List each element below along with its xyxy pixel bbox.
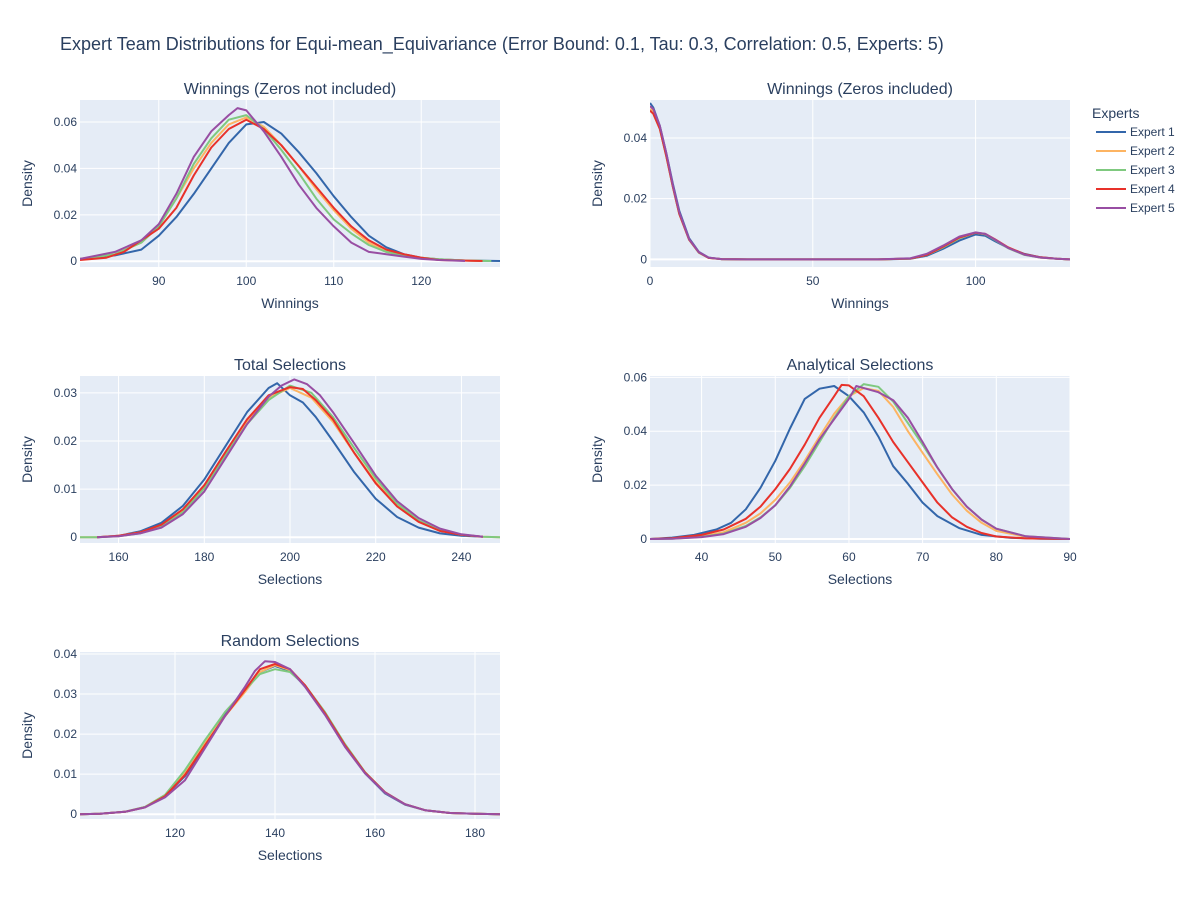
legend-item-expert-1[interactable]: Expert 1: [1096, 125, 1175, 139]
subplots: 90 100 110 120 0 0.02 0.04 0.06 Winnings (Zeros …: [19, 81, 1077, 863]
legend-label-expert-3: Expert 3: [1130, 163, 1175, 177]
y-tick-label: 0.06: [624, 370, 648, 384]
y-tick-label: 0.02: [624, 192, 648, 206]
x-tick-label: 160: [109, 550, 129, 564]
y-tick-label: 0: [70, 530, 77, 544]
series-line-expert-5: [80, 107, 466, 262]
y-tick-label: 0.01: [54, 767, 78, 781]
x-tick-label: 200: [280, 550, 300, 564]
legend-item-expert-5[interactable]: Expert 5: [1096, 201, 1175, 215]
x-tick-label: 120: [411, 274, 431, 288]
series-lines: [80, 107, 500, 262]
x-tick-label: 90: [152, 274, 166, 288]
x-tick-label: 50: [769, 550, 783, 564]
subplot-title: Analytical Selections: [787, 357, 934, 374]
figure-title: Expert Team Distributions for Equi-mean_…: [60, 34, 944, 55]
y-tick-label: 0.04: [54, 161, 78, 175]
subplot-title: Random Selections: [221, 633, 360, 650]
x-tick-label: 60: [842, 550, 856, 564]
x-tick-label: 110: [324, 274, 343, 288]
plot-area: [80, 652, 500, 819]
x-tick-label: 70: [916, 550, 930, 564]
y-axis-label: Density: [589, 436, 605, 483]
series-line-expert-2: [650, 387, 1070, 540]
subplot-total-selections: 160 180 200 220 240 0 0.01 0.02 0.03 Total Select…: [19, 357, 500, 587]
y-tick-label: 0: [640, 252, 647, 266]
series-line-expert-5: [97, 378, 484, 539]
x-tick-label: 90: [1063, 550, 1077, 564]
legend-item-expert-3[interactable]: Expert 3: [1096, 163, 1175, 177]
x-tick-label: 240: [451, 550, 471, 564]
series-lines: [650, 102, 1070, 261]
x-tick-label: 100: [236, 274, 256, 288]
legend-item-expert-2[interactable]: Expert 2: [1096, 144, 1175, 158]
series-lines: [80, 378, 500, 539]
y-tick-label: 0.04: [54, 647, 78, 661]
y-tick-label: 0.04: [624, 131, 648, 145]
legend-label-expert-5: Expert 5: [1130, 201, 1175, 215]
x-axis-label: Winnings: [831, 295, 889, 311]
series-line-expert-1: [650, 385, 1070, 540]
legend-item-expert-4[interactable]: Expert 4: [1096, 182, 1175, 196]
subplot-analytical-selections: 40 50 60 70 80 90 0 0.02 0.04 0.06 Analytical Sele…: [589, 357, 1077, 587]
legend-label-expert-4: Expert 4: [1130, 182, 1175, 196]
y-tick-label: 0: [70, 254, 77, 268]
subplot-random-selections: 120 140 160 180 0 0.01 0.02 0.03 0.04 Random Sele…: [19, 633, 500, 863]
series-line-expert-4: [80, 118, 483, 262]
y-tick-label: 0.02: [54, 208, 78, 222]
x-tick-label: 50: [806, 274, 820, 288]
plot-area: [650, 100, 1070, 267]
y-axis-label: Density: [19, 712, 35, 759]
subplot-title: Winnings (Zeros not included): [184, 81, 397, 98]
x-tick-label: 120: [165, 826, 185, 840]
y-axis-label: Density: [589, 160, 605, 207]
x-axis-label: Winnings: [261, 295, 319, 311]
subplot-winnings-zeros-not-included: 90 100 110 120 0 0.02 0.04 0.06 Winnings (Zeros …: [19, 81, 500, 311]
series-line-expert-4: [650, 383, 1070, 540]
y-tick-label: 0: [640, 532, 647, 546]
y-tick-label: 0.02: [54, 727, 78, 741]
y-tick-label: 0: [70, 807, 77, 821]
x-tick-label: 40: [695, 550, 709, 564]
x-tick-label: 180: [194, 550, 214, 564]
legend-label-expert-2: Expert 2: [1130, 144, 1175, 158]
series-line-expert-5: [80, 660, 500, 816]
x-tick-label: 100: [966, 274, 986, 288]
y-tick-label: 0.03: [54, 687, 78, 701]
x-axis-label: Selections: [828, 571, 893, 587]
y-tick-label: 0.06: [54, 115, 78, 129]
x-tick-label: 180: [465, 826, 485, 840]
subplot-title: Total Selections: [234, 357, 346, 374]
series-lines: [650, 383, 1070, 540]
y-tick-label: 0.04: [624, 424, 648, 438]
y-tick-label: 0.01: [54, 482, 78, 496]
x-axis-label: Selections: [258, 571, 323, 587]
x-tick-label: 0: [647, 274, 654, 288]
plot-area: [80, 100, 500, 267]
legend-title: Experts: [1092, 105, 1139, 121]
y-tick-label: 0.02: [624, 478, 648, 492]
y-tick-label: 0.03: [54, 386, 78, 400]
y-axis-label: Density: [19, 436, 35, 483]
plot-area: [650, 376, 1070, 543]
y-tick-label: 0.02: [54, 434, 78, 448]
subplot-winnings-zeros-included: 0 50 100 0 0.02 0.04 Winnings (Zeros included)…: [589, 81, 1070, 311]
x-tick-label: 80: [990, 550, 1004, 564]
x-tick-label: 160: [365, 826, 385, 840]
series-line-expert-1: [97, 382, 483, 539]
x-axis-label: Selections: [258, 847, 323, 863]
subplot-title: Winnings (Zeros included): [767, 81, 953, 98]
x-tick-label: 140: [265, 826, 285, 840]
series-line-expert-5: [650, 385, 1070, 540]
series-line-expert-4: [97, 386, 483, 539]
y-axis-label: Density: [19, 160, 35, 207]
legend-label-expert-1: Expert 1: [1130, 125, 1175, 139]
legend: Experts Expert 1 Expert 2 Expert 3 Exper…: [1092, 105, 1175, 215]
series-lines: [80, 660, 500, 816]
series-line-expert-5: [650, 105, 1070, 261]
x-tick-label: 220: [366, 550, 386, 564]
